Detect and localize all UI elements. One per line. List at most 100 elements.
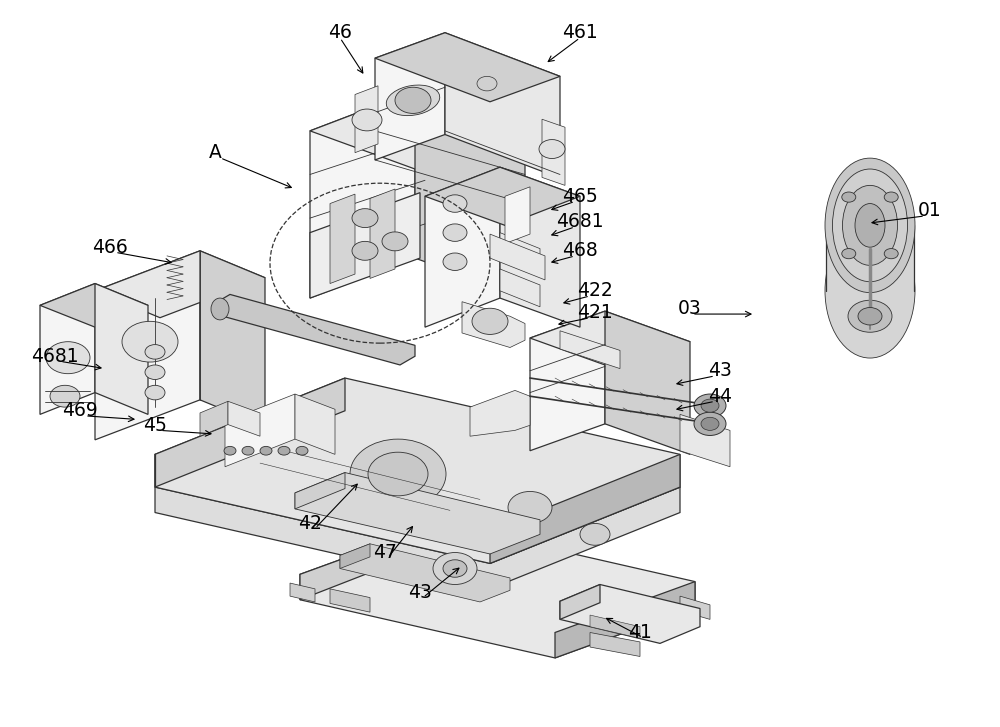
Circle shape: [858, 308, 882, 325]
Circle shape: [842, 192, 856, 202]
Polygon shape: [95, 251, 200, 440]
Circle shape: [694, 412, 726, 435]
Polygon shape: [425, 167, 500, 327]
Text: A: A: [209, 143, 221, 162]
Polygon shape: [375, 33, 560, 102]
Circle shape: [50, 385, 80, 407]
Polygon shape: [530, 311, 605, 451]
Polygon shape: [355, 86, 378, 153]
Text: 01: 01: [918, 201, 942, 220]
Circle shape: [694, 394, 726, 417]
Circle shape: [46, 342, 90, 374]
Text: 46: 46: [328, 23, 352, 42]
Polygon shape: [490, 454, 680, 563]
Text: 466: 466: [92, 238, 128, 257]
Circle shape: [368, 452, 428, 496]
Polygon shape: [300, 523, 440, 600]
Circle shape: [443, 253, 467, 270]
Polygon shape: [826, 225, 914, 291]
Polygon shape: [445, 33, 560, 178]
Polygon shape: [340, 544, 510, 602]
Circle shape: [352, 241, 378, 260]
Circle shape: [122, 321, 178, 362]
Polygon shape: [462, 302, 525, 348]
Polygon shape: [490, 234, 545, 280]
Circle shape: [848, 300, 892, 332]
Circle shape: [382, 232, 408, 251]
Polygon shape: [300, 523, 695, 658]
Text: 43: 43: [708, 361, 732, 380]
Ellipse shape: [825, 158, 915, 293]
Circle shape: [539, 140, 565, 158]
Text: 4681: 4681: [556, 212, 604, 231]
Polygon shape: [375, 33, 445, 160]
Circle shape: [842, 249, 856, 259]
Circle shape: [443, 195, 467, 212]
Ellipse shape: [855, 204, 885, 247]
Circle shape: [884, 249, 898, 259]
Polygon shape: [155, 378, 680, 563]
Circle shape: [395, 87, 431, 113]
Circle shape: [145, 385, 165, 400]
Text: 4681: 4681: [31, 347, 79, 366]
Polygon shape: [40, 284, 148, 327]
Polygon shape: [680, 414, 730, 467]
Circle shape: [884, 192, 898, 202]
Polygon shape: [500, 269, 540, 307]
Circle shape: [477, 76, 497, 91]
Ellipse shape: [825, 224, 915, 358]
Ellipse shape: [832, 169, 908, 282]
Polygon shape: [155, 487, 680, 589]
Ellipse shape: [211, 298, 229, 320]
Text: 468: 468: [562, 241, 598, 260]
Polygon shape: [215, 294, 415, 365]
Polygon shape: [560, 585, 700, 643]
Text: 47: 47: [373, 543, 397, 562]
Circle shape: [443, 224, 467, 241]
Polygon shape: [500, 167, 580, 327]
Circle shape: [260, 446, 272, 455]
Text: 45: 45: [143, 416, 167, 435]
Circle shape: [224, 446, 236, 455]
Polygon shape: [560, 585, 600, 619]
Polygon shape: [590, 632, 640, 656]
Polygon shape: [555, 582, 695, 658]
Polygon shape: [500, 233, 540, 270]
Circle shape: [508, 491, 552, 523]
Polygon shape: [95, 284, 148, 414]
Circle shape: [352, 209, 378, 228]
Circle shape: [350, 439, 446, 509]
Circle shape: [145, 345, 165, 359]
Polygon shape: [505, 187, 530, 244]
Circle shape: [145, 365, 165, 379]
Polygon shape: [228, 401, 260, 436]
Polygon shape: [530, 311, 690, 369]
Polygon shape: [95, 251, 265, 318]
Polygon shape: [680, 596, 710, 619]
Circle shape: [472, 308, 508, 334]
Circle shape: [580, 523, 610, 545]
Polygon shape: [310, 91, 525, 171]
Circle shape: [701, 417, 719, 430]
Polygon shape: [470, 390, 530, 436]
Polygon shape: [225, 394, 295, 467]
Polygon shape: [290, 583, 315, 602]
Polygon shape: [310, 91, 415, 298]
Circle shape: [701, 399, 719, 412]
Polygon shape: [425, 167, 580, 225]
Circle shape: [296, 446, 308, 455]
Polygon shape: [590, 615, 640, 638]
Polygon shape: [295, 473, 540, 554]
Polygon shape: [330, 589, 370, 612]
Polygon shape: [330, 194, 355, 284]
Circle shape: [433, 553, 477, 585]
Circle shape: [242, 446, 254, 455]
Circle shape: [278, 446, 290, 455]
Text: 469: 469: [62, 401, 98, 420]
Polygon shape: [605, 311, 690, 454]
Text: 41: 41: [628, 623, 652, 642]
Text: 422: 422: [577, 281, 613, 300]
Text: 03: 03: [678, 300, 702, 318]
Polygon shape: [340, 544, 370, 569]
Polygon shape: [560, 331, 620, 369]
